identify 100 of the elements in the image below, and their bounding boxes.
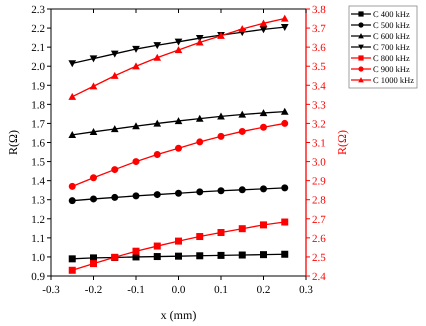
point bbox=[111, 194, 118, 201]
point bbox=[154, 253, 161, 260]
point bbox=[153, 42, 162, 50]
point bbox=[238, 110, 246, 118]
point bbox=[132, 46, 140, 53]
point bbox=[238, 252, 246, 259]
y-tick-label: 2.0 bbox=[31, 61, 46, 74]
point bbox=[90, 195, 97, 202]
point bbox=[111, 166, 118, 174]
y2-tick-label: 2.5 bbox=[312, 252, 326, 264]
legend-label: C 900 kHz bbox=[373, 64, 410, 74]
point bbox=[218, 187, 224, 194]
point bbox=[175, 144, 182, 152]
y2-tick-label: 3.1 bbox=[312, 138, 326, 150]
legend-label: C 400 kHz bbox=[373, 9, 410, 19]
y-axis-title: R(Ω) bbox=[6, 130, 20, 155]
point bbox=[238, 25, 246, 32]
point bbox=[218, 229, 224, 236]
y2-tick-label: 3.5 bbox=[312, 61, 326, 74]
point bbox=[153, 120, 162, 127]
y-tick-label: 2.3 bbox=[31, 4, 46, 16]
y-tick-label: 2.2 bbox=[31, 23, 45, 36]
y-tick-label: 1.4 bbox=[31, 176, 46, 188]
point bbox=[196, 38, 204, 46]
point bbox=[132, 122, 140, 130]
x-tick-label: -0.2 bbox=[84, 284, 102, 296]
point bbox=[260, 251, 267, 258]
point bbox=[174, 46, 182, 54]
y-tick-label: 1.5 bbox=[31, 156, 46, 169]
point bbox=[238, 225, 246, 232]
legend-label: C 700 kHz bbox=[373, 42, 410, 52]
point bbox=[175, 238, 182, 245]
point bbox=[260, 221, 267, 228]
point bbox=[68, 92, 76, 100]
point bbox=[90, 174, 97, 182]
point bbox=[280, 14, 289, 22]
point bbox=[132, 192, 140, 200]
point bbox=[238, 186, 246, 194]
point bbox=[90, 55, 98, 62]
y2-tick-label: 3.4 bbox=[312, 80, 326, 92]
x-tick-label: -0.1 bbox=[127, 284, 145, 296]
point bbox=[196, 138, 204, 146]
point bbox=[154, 151, 161, 158]
y2-tick-label: 3.2 bbox=[312, 118, 326, 130]
y2-tick-label: 3.7 bbox=[312, 23, 326, 36]
point bbox=[281, 218, 288, 226]
point bbox=[260, 26, 268, 34]
point bbox=[175, 252, 182, 260]
y2-tick-label: 3.0 bbox=[312, 156, 326, 169]
y-tick-label: 1.8 bbox=[31, 99, 46, 112]
point bbox=[196, 114, 204, 122]
y-tick-label: 1.3 bbox=[31, 194, 46, 207]
y-tick-label: 1.7 bbox=[31, 118, 46, 130]
point bbox=[260, 109, 268, 116]
point bbox=[260, 19, 268, 26]
point bbox=[154, 242, 161, 250]
point bbox=[68, 131, 76, 138]
y-tick-label: 1.2 bbox=[31, 214, 45, 226]
point bbox=[90, 128, 98, 135]
point bbox=[154, 191, 161, 198]
point bbox=[281, 184, 288, 192]
point bbox=[174, 117, 182, 124]
legend-label: C 600 kHz bbox=[373, 31, 410, 41]
point bbox=[90, 82, 98, 90]
legend-label: C 500 kHz bbox=[373, 20, 410, 30]
point bbox=[260, 185, 267, 192]
point bbox=[153, 54, 162, 61]
y2-tick-label: 3.6 bbox=[312, 42, 326, 54]
point bbox=[175, 190, 182, 197]
y-tick-label: 1.1 bbox=[31, 232, 45, 245]
y-tick-label: 0.9 bbox=[31, 271, 46, 283]
x-tick-label: -0.3 bbox=[42, 284, 60, 296]
point bbox=[238, 128, 246, 135]
point bbox=[110, 72, 119, 79]
point bbox=[68, 255, 76, 262]
y2-tick-label: 2.7 bbox=[312, 214, 326, 226]
y2-tick-label: 2.6 bbox=[312, 232, 326, 245]
point bbox=[174, 38, 182, 46]
point bbox=[196, 252, 204, 260]
point bbox=[217, 112, 225, 120]
point bbox=[218, 132, 224, 140]
x-tick-label: 0.2 bbox=[256, 284, 270, 296]
y-tick-label: 1.6 bbox=[31, 138, 46, 150]
point bbox=[132, 158, 140, 166]
point bbox=[132, 248, 140, 255]
y-tick-label: 1.0 bbox=[31, 252, 46, 264]
x-axis-title: x (mm) bbox=[160, 308, 196, 322]
point bbox=[281, 250, 288, 258]
legend-label: C 1000 kHz bbox=[373, 75, 414, 85]
point bbox=[280, 24, 289, 31]
point bbox=[90, 260, 97, 268]
x-tick-label: 0.0 bbox=[172, 284, 186, 296]
y2-tick-label: 3.8 bbox=[312, 4, 326, 16]
point bbox=[196, 188, 204, 196]
point bbox=[110, 50, 119, 58]
point bbox=[281, 120, 288, 127]
point bbox=[68, 60, 76, 68]
legend-label: C 800 kHz bbox=[373, 53, 410, 63]
point bbox=[110, 125, 119, 132]
y-tick-label: 2.1 bbox=[31, 42, 45, 54]
